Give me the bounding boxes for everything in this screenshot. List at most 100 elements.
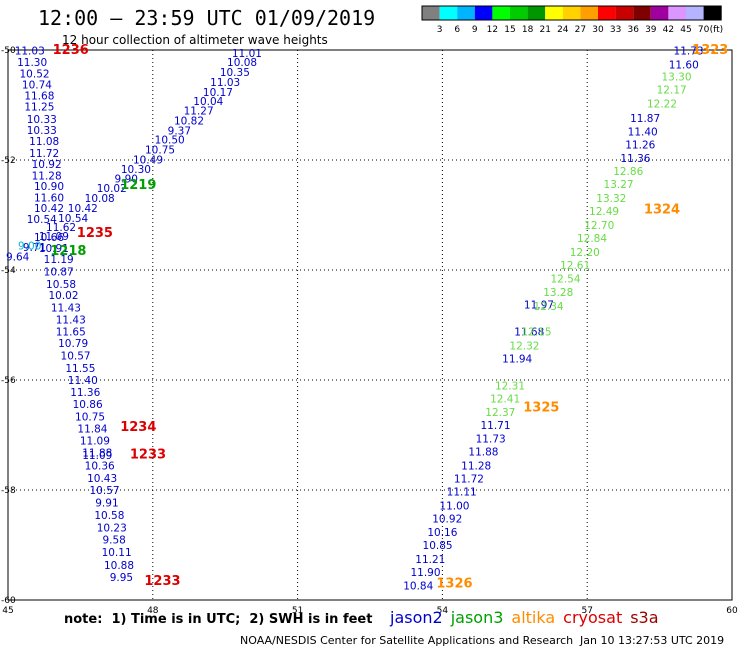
y-tick-label: -60 (1, 596, 16, 606)
wave-height-label: 11.90 (410, 567, 440, 579)
wave-height-label: 10.90 (34, 181, 64, 193)
plot-frame (7, 49, 733, 601)
wave-height-label: 13.28 (543, 287, 573, 299)
pass-number-label: 1233 (144, 574, 180, 589)
wave-height-label: 11.40 (628, 126, 658, 138)
x-tick-label: 48 (147, 606, 159, 616)
wave-height-label: 11.36 (620, 153, 650, 165)
wave-height-label: 11.68 (24, 91, 54, 103)
color-swatch (439, 6, 458, 20)
wave-height-label: 13.32 (596, 193, 626, 205)
color-tick-label: 21 (539, 25, 550, 35)
wave-height-label: 11.73 (674, 46, 704, 58)
color-swatch (615, 6, 634, 20)
x-tick-label: 51 (292, 606, 303, 616)
wave-height-label: 12.41 (490, 394, 520, 406)
wave-height-label: 11.84 (77, 423, 107, 435)
wave-height-label: 10.85 (423, 540, 453, 552)
x-tick-label: 45 (2, 606, 13, 616)
pass-number-label: 1324 (644, 203, 680, 218)
wave-height-label: 10.43 (87, 473, 117, 485)
color-tick-label: 24 (557, 25, 569, 35)
color-scale-bar: 3 6 9 12 15 18 21 24 27 30 33 36 39 42 45 70 (ft) (421, 5, 723, 35)
pass-number-label: 1326 (436, 577, 472, 592)
wave-height-label: 11.36 (70, 387, 100, 399)
pass-number-label: 1218 (50, 244, 86, 259)
wave-height-label: 11.68 (514, 327, 544, 339)
wave-height-label: 10.84 (403, 581, 433, 593)
wave-height-label: 10.08 (85, 193, 115, 205)
color-tick-label: 18 (522, 25, 534, 35)
color-tick-label: 42 (663, 25, 674, 35)
pass-number-label: 1236 (53, 43, 89, 58)
generated-timestamp: Jan 10 13:27:53 UTC 2019 (580, 634, 725, 647)
wave-height-label: 10.02 (48, 290, 78, 302)
wave-height-label: 11.28 (32, 170, 62, 182)
wave-height-label: 11.09 (82, 450, 112, 462)
wave-height-label: 12.17 (657, 85, 687, 97)
wave-height-label: 9.95 (110, 572, 133, 584)
wave-height-label: 11.55 (65, 363, 95, 375)
wave-height-label: 10.74 (22, 80, 52, 92)
wave-height-label: 12.32 (509, 340, 539, 352)
wave-height-label: 12.34 (534, 301, 564, 313)
pass-number-label: 1235 (77, 226, 113, 241)
wave-height-label: 10.82 (174, 115, 204, 127)
color-tick-label: 45 (680, 25, 691, 35)
wave-height-label: 12.61 (560, 260, 590, 272)
wave-height-label: 11.11 (447, 487, 477, 499)
wave-height-label: 11.88 (468, 447, 498, 459)
wave-height-label: 10.08 (227, 57, 257, 69)
wave-height-label: 12.49 (589, 206, 619, 218)
wave-height-label: 13.27 (604, 179, 634, 191)
wave-height-label: 10.33 (27, 114, 57, 126)
wave-height-label: 11.09 (80, 436, 110, 448)
wave-height-label: 11.27 (184, 106, 214, 118)
wave-height-label: 12.37 (485, 407, 515, 419)
pass-number-label: 1323 (692, 43, 728, 58)
color-swatch (510, 6, 528, 20)
color-swatch (668, 6, 686, 20)
wave-height-label: 11.88 (82, 448, 112, 460)
wave-height-label: 11.03 (210, 77, 240, 89)
legend-entry-jason2: jason2 (390, 608, 443, 627)
wave-height-label: 12.54 (550, 273, 580, 285)
wave-height-label: 12.20 (570, 247, 600, 259)
legend-entry-s3a: s3a (630, 608, 659, 627)
color-tick-label: 36 (627, 25, 639, 35)
wave-height-label: 10.54 (58, 213, 88, 225)
wave-height-label: 11.21 (415, 554, 445, 566)
color-tick-label: 27 (575, 25, 586, 35)
satellite-legend: jason2 jason3 altika cryosat s3a (390, 608, 667, 627)
wave-height-label: 11.73 (476, 433, 506, 445)
wave-height-label: 10.49 (133, 154, 163, 166)
wave-height-label: 9.71 (23, 242, 46, 254)
wave-height-label: 11.43 (56, 315, 86, 327)
wave-height-label: 11.40 (68, 375, 98, 387)
pass-number-label: 1219 (120, 178, 156, 193)
legend-entry-cryosat: cryosat (563, 608, 623, 627)
wave-height-label: 11.28 (461, 460, 491, 472)
wave-height-label: 12.86 (613, 166, 643, 178)
wave-height-label: 9.90 (115, 174, 138, 186)
pass-number-label: 1325 (523, 401, 559, 416)
y-tick-label: -56 (1, 376, 16, 386)
wave-height-label: 11.97 (524, 300, 554, 312)
wave-height-label: 10.87 (44, 267, 74, 279)
wave-height-label: 10.35 (220, 67, 250, 79)
chart-title: 12:00 – 23:59 UTC 01/09/2019 (38, 6, 376, 30)
color-swatch (598, 6, 616, 20)
wave-height-label: 11.94 (502, 354, 532, 366)
wave-height-label: 10.57 (90, 485, 120, 497)
color-tick-label: 9 (472, 25, 478, 35)
wave-height-label: 11.60 (34, 192, 64, 204)
x-tick-label: 60 (726, 606, 738, 616)
wave-height-label: 12.31 (495, 381, 525, 393)
wave-height-label: 11.43 (51, 302, 81, 314)
color-swatch (633, 6, 651, 20)
credit-line: NOAA/NESDIS Center for Satellite Applica… (240, 634, 574, 647)
color-swatch (422, 6, 440, 20)
color-tick-label: 70 (698, 25, 710, 35)
wave-height-label: 11.87 (630, 113, 660, 125)
